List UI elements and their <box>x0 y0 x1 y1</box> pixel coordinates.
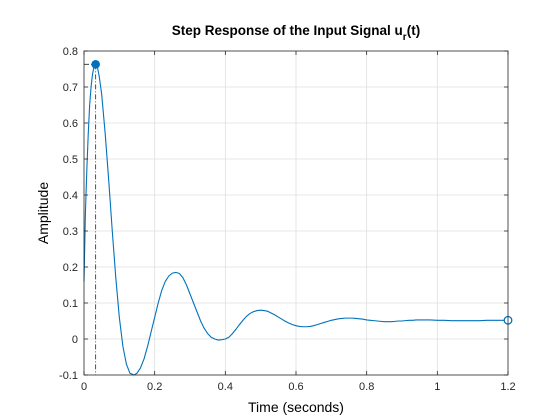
y-tick-label: 0.8 <box>63 46 78 58</box>
y-tick-label: 0.2 <box>63 262 78 274</box>
x-tick-label: 0.8 <box>359 381 374 393</box>
x-tick-label: 1 <box>434 381 440 393</box>
series-layer <box>83 63 508 376</box>
y-tick-label: 0.4 <box>63 190 78 202</box>
y-tick-label: 0.1 <box>63 298 78 310</box>
y-tick-label: -0.1 <box>59 370 78 382</box>
peak-response-marker[interactable] <box>91 60 100 69</box>
x-tick-label: 0.6 <box>288 381 303 393</box>
chart-title-main: Step Response of the Input Signal u <box>172 23 403 38</box>
y-tick-label: 0.5 <box>63 154 78 166</box>
x-tick-label: 0 <box>81 381 87 393</box>
x-tick-label: 0.4 <box>218 381 233 393</box>
x-axis-label: Time (seconds) <box>248 399 344 415</box>
y-tick-label: 0.6 <box>63 118 78 130</box>
chart-title-suffix: (t) <box>407 23 421 38</box>
chart-title-subscript: r <box>403 32 407 43</box>
grid <box>84 51 508 375</box>
y-tick-label: 0 <box>72 334 78 346</box>
y-axis-label: Amplitude <box>35 182 51 244</box>
tick-layer: 0 0.2 0.4 0.6 0.8 1 1.2-0.100.10.20.30.40.50.6… <box>59 46 516 393</box>
y-tick-label: 0.7 <box>63 82 78 94</box>
chart-title: Step Response of the Input Signal ur(t) <box>172 23 420 43</box>
x-tick-label: 1.2 <box>500 381 515 393</box>
step-response-line <box>83 63 508 376</box>
y-tick-label: 0.3 <box>63 226 78 238</box>
x-tick-label: 0.2 <box>147 381 162 393</box>
